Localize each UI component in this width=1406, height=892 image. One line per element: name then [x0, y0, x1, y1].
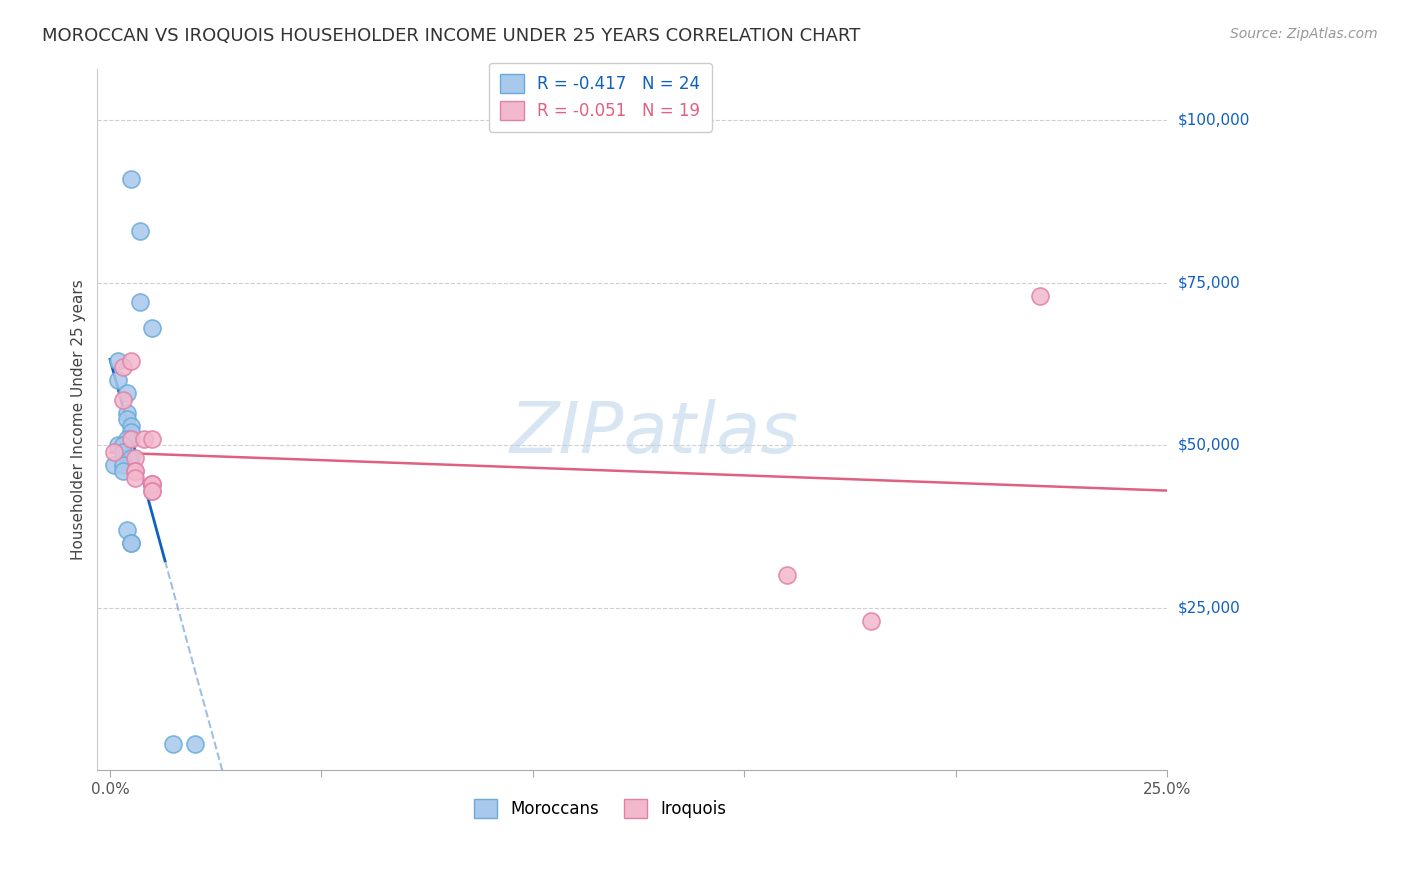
Point: [115, 523, 138, 537]
Point: [128, 224, 150, 238]
Point: [111, 458, 134, 472]
Point: [111, 464, 134, 478]
Point: [860, 614, 883, 628]
Point: [107, 353, 129, 368]
Point: [1029, 289, 1052, 303]
Point: [141, 321, 163, 335]
Point: [111, 444, 134, 458]
Point: [183, 737, 205, 751]
Point: [141, 477, 163, 491]
Point: [141, 477, 163, 491]
Text: ZIPatlas: ZIPatlas: [509, 399, 799, 467]
Text: MOROCCAN VS IROQUOIS HOUSEHOLDER INCOME UNDER 25 YEARS CORRELATION CHART: MOROCCAN VS IROQUOIS HOUSEHOLDER INCOME …: [42, 27, 860, 45]
Point: [111, 438, 134, 452]
Point: [120, 451, 142, 466]
Point: [141, 483, 163, 498]
Point: [111, 360, 134, 375]
Legend: Moroccans, Iroquois: Moroccans, Iroquois: [467, 793, 734, 825]
Text: $100,000: $100,000: [1178, 113, 1250, 128]
Point: [120, 353, 142, 368]
Point: [141, 477, 163, 491]
Point: [120, 535, 142, 549]
Point: [124, 451, 146, 466]
Text: $50,000: $50,000: [1178, 438, 1240, 453]
Point: [775, 568, 797, 582]
Point: [162, 737, 184, 751]
Point: [115, 386, 138, 401]
Text: $75,000: $75,000: [1178, 276, 1240, 291]
Point: [124, 471, 146, 485]
Point: [107, 438, 129, 452]
Point: [124, 464, 146, 478]
Y-axis label: Householder Income Under 25 years: Householder Income Under 25 years: [72, 279, 86, 559]
Text: Source: ZipAtlas.com: Source: ZipAtlas.com: [1230, 27, 1378, 41]
Point: [103, 458, 125, 472]
Point: [115, 406, 138, 420]
Point: [128, 295, 150, 310]
Point: [120, 418, 142, 433]
Point: [111, 392, 134, 407]
Point: [141, 432, 163, 446]
Point: [141, 483, 163, 498]
Point: [120, 535, 142, 549]
Point: [107, 373, 129, 387]
Point: [103, 444, 125, 458]
Point: [120, 432, 142, 446]
Point: [120, 172, 142, 186]
Point: [115, 432, 138, 446]
Text: $25,000: $25,000: [1178, 600, 1240, 615]
Point: [120, 425, 142, 440]
Point: [115, 412, 138, 426]
Point: [132, 432, 155, 446]
Point: [124, 464, 146, 478]
